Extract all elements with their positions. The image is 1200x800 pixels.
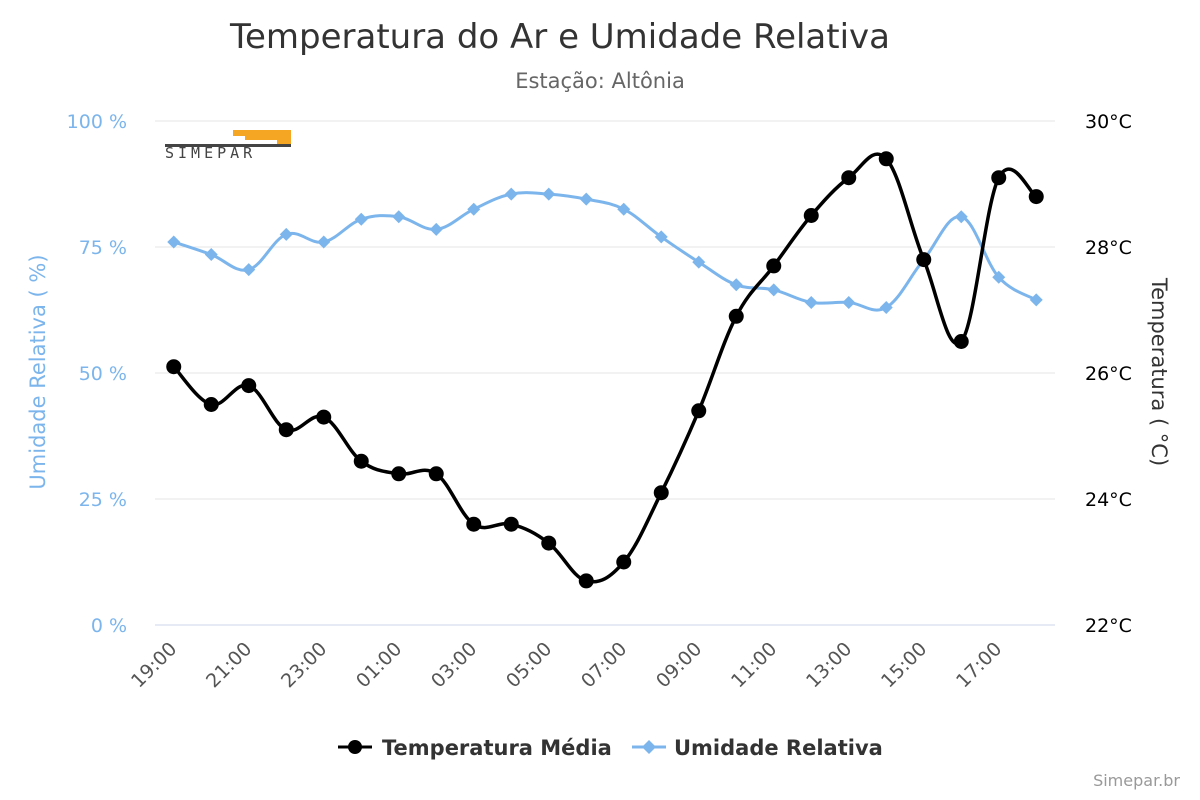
simepar-logo: SIMEPAR	[165, 130, 291, 162]
data-point-circle[interactable]	[541, 535, 557, 551]
right-axis-ticks: 22°C 24°C 26°C 28°C 30°C	[1085, 111, 1132, 637]
data-point-diamond[interactable]	[542, 187, 556, 201]
data-point-diamond[interactable]	[654, 230, 668, 244]
legend-label-temperatura: Temperatura Média	[382, 736, 612, 760]
x-tick-label: 23:00	[277, 638, 331, 692]
data-point-diamond[interactable]	[392, 210, 406, 224]
data-point-diamond[interactable]	[617, 202, 631, 216]
data-point-circle[interactable]	[241, 378, 257, 394]
data-point-diamond[interactable]	[729, 278, 743, 292]
data-point-circle[interactable]	[166, 359, 182, 375]
left-tick-label: 50 %	[79, 363, 127, 385]
data-point-circle[interactable]	[428, 466, 444, 482]
data-point-diamond[interactable]	[279, 227, 293, 241]
data-point-circle[interactable]	[953, 334, 969, 349]
x-tick-label: 13:00	[802, 638, 856, 692]
x-tick-label: 19:00	[127, 638, 181, 692]
x-tick-label: 15:00	[877, 638, 931, 692]
left-tick-label: 75 %	[79, 237, 127, 259]
data-point-circle[interactable]	[878, 151, 894, 167]
legend-item-temperatura[interactable]: Temperatura Média	[338, 736, 612, 760]
x-tick-label: 11:00	[727, 638, 781, 692]
data-point-circle[interactable]	[916, 252, 932, 268]
x-axis-ticks: 19:00 21:00 23:00 01:00 03:00 05:00 07:00 09:00…	[127, 638, 1006, 692]
series-temperatura	[166, 151, 1044, 589]
data-point-diamond[interactable]	[504, 187, 518, 201]
right-tick-label: 22°C	[1085, 615, 1132, 637]
data-point-diamond[interactable]	[354, 212, 368, 226]
right-tick-label: 28°C	[1085, 237, 1132, 259]
data-point-circle[interactable]	[728, 308, 744, 324]
x-tick-label: 09:00	[652, 638, 706, 692]
x-tick-label: 05:00	[502, 638, 556, 692]
chart-subtitle: Estação: Altônia	[515, 69, 685, 93]
data-point-diamond[interactable]	[879, 300, 893, 314]
data-point-diamond[interactable]	[842, 295, 856, 309]
legend-marker-diamond	[642, 740, 656, 754]
data-point-circle[interactable]	[653, 485, 669, 501]
series-umidade	[167, 187, 1043, 314]
data-point-circle[interactable]	[503, 516, 519, 532]
data-point-diamond[interactable]	[242, 263, 256, 277]
x-tick-label: 03:00	[427, 638, 481, 692]
data-point-diamond[interactable]	[579, 192, 593, 206]
x-tick-label: 21:00	[202, 638, 256, 692]
x-tick-label: 07:00	[577, 638, 631, 692]
right-tick-label: 30°C	[1085, 111, 1132, 133]
right-tick-label: 26°C	[1085, 363, 1132, 385]
left-tick-label: 0 %	[91, 615, 127, 637]
series-line	[172, 152, 1038, 584]
legend-label-umidade: Umidade Relativa	[674, 736, 883, 760]
data-point-diamond[interactable]	[467, 202, 481, 216]
data-point-circle[interactable]	[691, 403, 707, 419]
x-tick-label: 17:00	[952, 638, 1006, 692]
data-point-diamond[interactable]	[692, 255, 706, 269]
data-point-diamond[interactable]	[767, 283, 781, 297]
x-tick-label: 01:00	[352, 638, 406, 692]
data-point-circle[interactable]	[466, 516, 482, 532]
left-axis-title: Umidade Relativa ( %)	[26, 254, 50, 489]
legend-marker-circle	[348, 740, 362, 754]
data-point-circle[interactable]	[578, 573, 594, 589]
data-point-circle[interactable]	[316, 409, 332, 425]
data-point-circle[interactable]	[1028, 189, 1044, 205]
credits-link[interactable]: Simepar.br	[1093, 771, 1180, 790]
data-point-diamond[interactable]	[954, 210, 968, 224]
data-point-circle[interactable]	[616, 554, 632, 570]
data-point-diamond[interactable]	[1029, 293, 1043, 307]
series-layer	[166, 151, 1044, 589]
data-point-circle[interactable]	[203, 397, 219, 412]
data-point-diamond[interactable]	[429, 222, 443, 236]
data-point-diamond[interactable]	[317, 235, 331, 249]
data-point-circle[interactable]	[803, 208, 819, 223]
data-point-circle[interactable]	[841, 170, 857, 186]
data-point-diamond[interactable]	[804, 295, 818, 309]
right-tick-label: 24°C	[1085, 489, 1132, 511]
left-axis-ticks: 0 % 25 % 50 % 75 % 100 %	[67, 111, 127, 637]
data-point-diamond[interactable]	[167, 235, 181, 249]
grid-lines	[155, 120, 1055, 626]
data-point-circle[interactable]	[991, 170, 1007, 186]
data-point-circle[interactable]	[391, 466, 407, 482]
left-tick-label: 25 %	[79, 489, 127, 511]
data-point-circle[interactable]	[353, 453, 369, 469]
chart-title: Temperatura do Ar e Umidade Relativa	[229, 17, 890, 57]
legend: Temperatura Média Umidade Relativa	[338, 736, 883, 760]
left-tick-label: 100 %	[67, 111, 127, 133]
data-point-circle[interactable]	[766, 258, 782, 274]
svg-text:SIMEPAR: SIMEPAR	[165, 144, 256, 162]
data-point-circle[interactable]	[278, 422, 294, 438]
data-point-diamond[interactable]	[204, 248, 218, 262]
legend-item-umidade[interactable]: Umidade Relativa	[632, 736, 883, 760]
right-axis-title: Temperatura ( °C)	[1147, 277, 1171, 466]
data-point-diamond[interactable]	[992, 270, 1006, 284]
